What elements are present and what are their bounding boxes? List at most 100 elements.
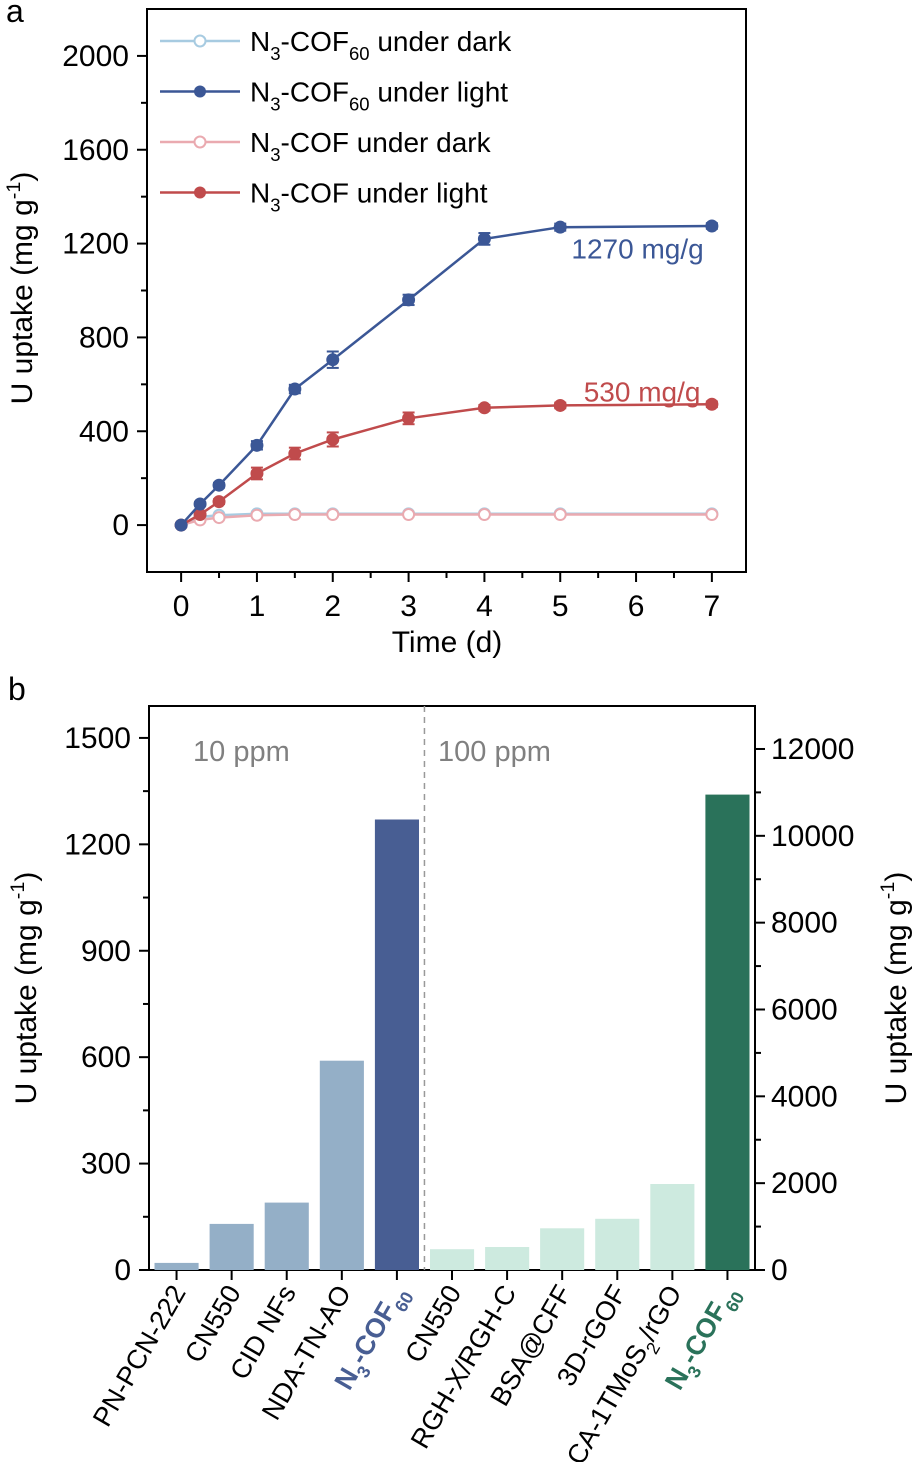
data-point	[212, 495, 226, 509]
panel-a-legend: N3-COF60 under dark N3-COF60 under light N…	[160, 26, 512, 215]
x-tick-label: 0	[173, 590, 190, 623]
bar-n3-cof60	[374, 819, 419, 1270]
legend-marker	[194, 85, 206, 98]
left-y-tick-label: 1500	[64, 722, 131, 755]
data-point	[288, 382, 302, 396]
panel-a-x-axis-label: Time (d)	[392, 626, 503, 659]
left-y-tick-label: 300	[81, 1148, 131, 1181]
bar-bsa-cff	[540, 1228, 585, 1270]
left-y-tick-label: 600	[81, 1041, 131, 1074]
value-annotation: 1270 mg/g	[571, 233, 703, 264]
data-point	[705, 219, 719, 233]
bar-pn-pcn-222	[154, 1262, 199, 1270]
legend-marker	[193, 34, 207, 48]
x-tick-label: 6	[628, 590, 645, 623]
left-y-tick-label: 900	[81, 935, 131, 968]
group-label-10-ppm: 10 ppm	[193, 736, 290, 768]
bar-3d-rgof	[595, 1218, 640, 1270]
legend-label: N3-COF under dark	[250, 127, 492, 165]
series-n3-cof-under-dark	[174, 508, 719, 532]
panel-b-label: b	[8, 671, 26, 707]
panel-b-left-y-axis-label: U uptake (mg g-1)	[7, 872, 43, 1105]
panel-a-label: a	[6, 0, 24, 29]
left-y-tick-label: 0	[114, 1254, 131, 1287]
bar-cid-nfs	[264, 1202, 309, 1270]
data-point	[477, 508, 491, 522]
series-line	[180, 403, 712, 527]
data-point	[326, 353, 340, 367]
bar-ca-1tmos2-rgo	[650, 1184, 695, 1270]
x-tick-label: 7	[704, 590, 721, 623]
data-point	[250, 508, 264, 522]
bar-n3-cof60	[705, 794, 750, 1270]
right-y-tick-label: 8000	[771, 907, 838, 940]
data-point	[193, 497, 207, 511]
data-point	[326, 432, 340, 446]
data-point	[174, 518, 188, 532]
group-label-100-ppm: 100 ppm	[438, 736, 551, 768]
x-tick-label: 4	[476, 590, 493, 623]
panel-a: a 0 1 2 3 4 5 6 7 0 400 800 1200 1600 2000 N3-COF60 u…	[3, 0, 747, 659]
data-point	[288, 447, 302, 461]
series-n3-cof60-under-light	[174, 219, 719, 532]
x-tick-label: 5	[552, 590, 569, 623]
legend-marker	[194, 186, 206, 199]
data-point	[288, 508, 302, 522]
right-y-tick-label: 2000	[771, 1167, 838, 1200]
legend-label: N3-COF under light	[250, 178, 488, 216]
x-tick-label: 2	[324, 590, 341, 623]
panel-a-series	[174, 219, 719, 532]
x-tick-label: 3	[400, 590, 417, 623]
panel-a-annotations: 1270 mg/g 530 mg/g	[571, 233, 703, 407]
panel-a-axes	[137, 8, 747, 582]
bar-cn550	[430, 1249, 475, 1270]
data-point	[212, 511, 226, 525]
panel-b-right-y-axis-label: U uptake (mg g-1)	[877, 872, 913, 1105]
y-tick-label: 1200	[62, 228, 129, 261]
right-y-tick-label: 4000	[771, 1080, 838, 1113]
data-point	[250, 438, 264, 452]
data-point	[477, 401, 491, 415]
y-tick-label: 1600	[62, 134, 129, 167]
data-point	[402, 508, 416, 522]
bar-nda-tn-ao	[319, 1060, 364, 1270]
panel-b-bars	[154, 794, 750, 1270]
x-tick-label: 1	[249, 590, 266, 623]
right-y-tick-label: 6000	[771, 993, 838, 1026]
panel-b: b 0 300 600 900 1200 1500 0 2000 4000 6000 8000 100…	[7, 671, 913, 1462]
right-y-tick-label: 10000	[771, 820, 854, 853]
bar-cn550	[209, 1223, 254, 1270]
y-tick-label: 800	[79, 321, 129, 354]
data-point	[553, 508, 567, 522]
right-y-tick-label: 0	[771, 1254, 788, 1287]
y-tick-label: 400	[79, 415, 129, 448]
right-y-tick-label: 12000	[771, 733, 854, 766]
category-label: PN-PCN-222	[87, 1280, 192, 1431]
series-line	[180, 224, 712, 526]
series-line	[180, 513, 712, 527]
y-tick-label: 0	[112, 509, 129, 542]
data-point	[477, 232, 491, 246]
panel-a-tick-labels: 0 1 2 3 4 5 6 7 0 400 800 1200 1600 2000	[62, 40, 720, 623]
panel-a-y-axis-label: U uptake (mg g-1)	[3, 172, 39, 405]
bar-rgh-x-rgh-c	[485, 1247, 530, 1270]
legend-label: N3-COF60 under dark	[250, 26, 512, 64]
data-point	[326, 508, 340, 522]
y-tick-label: 2000	[62, 40, 129, 73]
data-point	[705, 508, 719, 522]
legend-marker	[193, 135, 207, 149]
data-point	[553, 220, 567, 234]
panel-b-group-labels: 10 ppm 100 ppm	[193, 736, 551, 768]
panel-b-tick-labels: 0 300 600 900 1200 1500 0 2000 4000 6000 8000 10000…	[64, 722, 854, 1287]
data-point	[705, 397, 719, 411]
data-point	[212, 478, 226, 492]
value-annotation: 530 mg/g	[584, 376, 701, 407]
data-point	[553, 398, 567, 412]
data-point	[402, 293, 416, 307]
left-y-tick-label: 1200	[64, 828, 131, 861]
data-point	[250, 466, 264, 480]
data-point	[402, 411, 416, 425]
legend-label: N3-COF60 under light	[250, 77, 508, 115]
